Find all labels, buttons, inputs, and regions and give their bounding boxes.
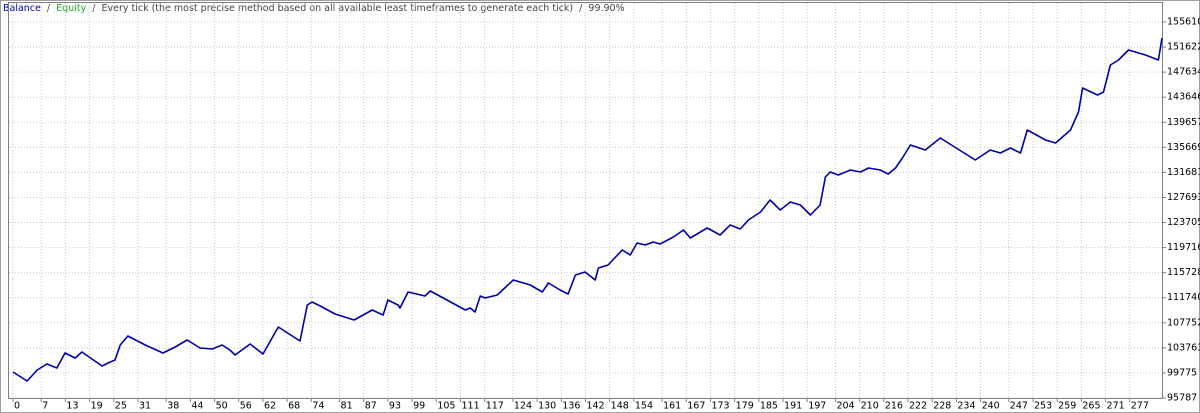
x-tick-label: 142 bbox=[586, 401, 604, 412]
x-tick-label: 204 bbox=[836, 401, 854, 412]
y-tick-label: 123705 bbox=[1167, 217, 1200, 228]
separator: / bbox=[579, 3, 583, 14]
y-tick-label: 155610 bbox=[1167, 17, 1200, 28]
subtitle: Every tick (the most precise method base… bbox=[101, 3, 573, 14]
x-tick-label: 0 bbox=[14, 401, 20, 412]
x-tick-label: 93 bbox=[389, 401, 401, 412]
x-tick-label: 38 bbox=[167, 401, 179, 412]
y-tick-label: 99775 bbox=[1167, 367, 1197, 378]
x-tick-label: 167 bbox=[687, 401, 705, 412]
x-tick-label: 111 bbox=[462, 401, 480, 412]
x-tick-label: 259 bbox=[1058, 401, 1076, 412]
y-tick-label: 95787 bbox=[1167, 393, 1197, 404]
y-tick-label: 135669 bbox=[1167, 142, 1200, 153]
x-tick-label: 210 bbox=[861, 401, 879, 412]
x-tick-label: 68 bbox=[288, 401, 300, 412]
graph-header: Balance / Equity / Every tick (the most … bbox=[3, 3, 625, 14]
x-tick-label: 154 bbox=[635, 401, 653, 412]
x-tick-label: 13 bbox=[66, 401, 78, 412]
x-tick-label: 136 bbox=[562, 401, 580, 412]
x-tick-label: 161 bbox=[663, 401, 681, 412]
y-tick-label: 151622 bbox=[1167, 42, 1200, 53]
y-tick-label: 111740 bbox=[1167, 292, 1200, 303]
x-tick-label: 179 bbox=[736, 401, 754, 412]
x-tick-label: 265 bbox=[1082, 401, 1100, 412]
legend-entry: Balance bbox=[3, 3, 41, 14]
x-tick-label: 185 bbox=[760, 401, 778, 412]
y-tick-label: 139657 bbox=[1167, 117, 1200, 128]
x-tick-label: 62 bbox=[264, 401, 276, 412]
y-tick-label: 115728 bbox=[1167, 267, 1200, 278]
grid bbox=[9, 3, 1162, 399]
x-tick-label: 191 bbox=[784, 401, 802, 412]
y-tick-label: 131681 bbox=[1167, 167, 1200, 178]
x-tick-label: 197 bbox=[808, 401, 826, 412]
separator: / bbox=[47, 3, 51, 14]
x-tick-label: 222 bbox=[909, 401, 927, 412]
x-tick-label: 173 bbox=[711, 401, 729, 412]
x-tick-label: 228 bbox=[933, 401, 951, 412]
x-tick-label: 44 bbox=[191, 401, 203, 412]
x-tick-label: 130 bbox=[538, 401, 556, 412]
balance-line bbox=[12, 37, 1163, 382]
y-tick-label: 127693 bbox=[1167, 192, 1200, 203]
y-tick-label: 107752 bbox=[1167, 317, 1200, 328]
x-tick-label: 81 bbox=[341, 401, 353, 412]
x-tick-label: 277 bbox=[1131, 401, 1149, 412]
y-tick-label: 103763 bbox=[1167, 342, 1200, 353]
x-tick-label: 74 bbox=[312, 401, 324, 412]
x-tick-label: 56 bbox=[240, 401, 252, 412]
x-tick-label: 247 bbox=[1010, 401, 1028, 412]
x-tick-label: 31 bbox=[139, 401, 151, 412]
quality: 99.90% bbox=[588, 3, 624, 14]
x-tick-label: 216 bbox=[885, 401, 903, 412]
legend-entry: Equity bbox=[56, 3, 86, 14]
x-tick-label: 148 bbox=[611, 401, 629, 412]
y-tick-label: 143646 bbox=[1167, 92, 1200, 103]
separator: / bbox=[92, 3, 96, 14]
x-tick-label: 271 bbox=[1107, 401, 1125, 412]
x-tick-label: 234 bbox=[957, 401, 975, 412]
x-tick-label: 105 bbox=[437, 401, 455, 412]
y-tick-label: 119716 bbox=[1167, 242, 1200, 253]
x-tick-label: 87 bbox=[365, 401, 377, 412]
x-tick-label: 50 bbox=[216, 401, 228, 412]
x-tick-label: 124 bbox=[514, 401, 532, 412]
x-tick-label: 25 bbox=[115, 401, 127, 412]
x-tick-label: 19 bbox=[91, 401, 103, 412]
x-tick-label: 253 bbox=[1034, 401, 1052, 412]
x-tick-label: 7 bbox=[42, 401, 48, 412]
x-tick-label: 240 bbox=[982, 401, 1000, 412]
y-tick-label: 147634 bbox=[1167, 67, 1200, 78]
x-tick-label: 99 bbox=[413, 401, 425, 412]
x-tick-label: 117 bbox=[486, 401, 504, 412]
